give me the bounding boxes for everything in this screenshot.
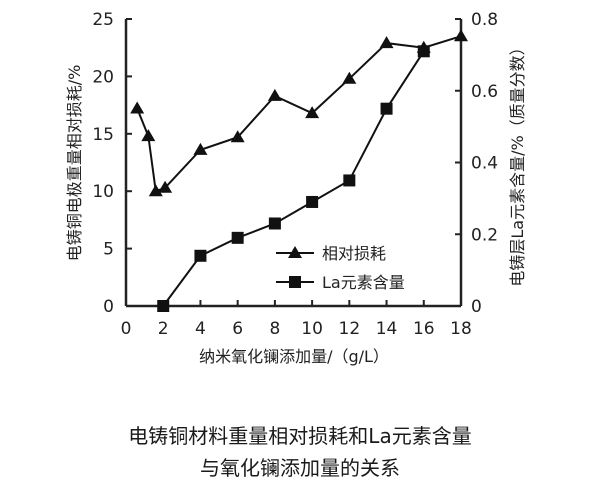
legend-marker-loss (288, 246, 302, 258)
x-tick-label: 2 (158, 319, 169, 339)
series-line-loss (136, 35, 462, 193)
data-point-la (306, 195, 319, 208)
data-point-la (268, 217, 281, 230)
data-point-loss (342, 71, 357, 84)
x-tick-label: 16 (413, 319, 435, 339)
caption-line-2: 与氧化镧添加量的关系 (200, 456, 400, 480)
data-point-loss (148, 184, 163, 197)
x-tick-label: 8 (269, 319, 280, 339)
legend-label-loss: 相对损耗 (322, 244, 386, 263)
caption-line-1: 电铸铜材料重量相对损耗和La元素含量 (128, 424, 472, 448)
data-point-loss (379, 36, 394, 49)
legend: 相对损耗 La元素含量 (276, 244, 405, 292)
data-point-la (343, 174, 356, 187)
data-point-loss (267, 88, 282, 101)
data-point-loss (141, 129, 156, 142)
legend-marker-la (289, 276, 301, 288)
y-right-tick-label: 0.6 (471, 82, 498, 102)
data-point-la (231, 231, 244, 244)
x-tick-label: 14 (376, 319, 398, 339)
data-point-loss (454, 29, 468, 42)
data-point-la (417, 45, 430, 58)
y-right-tick-label: 0.2 (471, 225, 498, 245)
x-tick-label: 6 (232, 319, 243, 339)
x-tick-label: 12 (339, 319, 361, 339)
data-point-la (194, 249, 207, 262)
y-left-tick-label: 10 (92, 182, 114, 202)
y-left-axis-label: 电铸铜电极重量相对损耗/% (65, 65, 84, 262)
legend-label-la: La元素含量 (322, 273, 405, 292)
data-point-la (157, 300, 170, 312)
figure-caption: 电铸铜材料重量相对损耗和La元素含量 与氧化镧添加量的关系 (0, 420, 600, 484)
data-point-la (380, 102, 393, 115)
x-tick-label: 0 (121, 319, 132, 339)
y-left-tick-label: 15 (92, 125, 114, 145)
x-axis-label: 纳米氧化镧添加量/（g/L） (199, 347, 389, 366)
x-tick-label: 4 (195, 319, 206, 339)
x-tick-label: 10 (301, 319, 323, 339)
y-left-tick-label: 20 (92, 67, 114, 87)
y-left-tick-label: 25 (92, 10, 114, 30)
y-left-tick-label: 0 (103, 297, 114, 317)
data-point-loss (230, 130, 245, 143)
data-point-loss (130, 101, 145, 114)
data-point-loss (193, 142, 208, 155)
data-point-loss (305, 106, 320, 119)
y-right-tick-label: 0.8 (471, 10, 498, 30)
y-right-tick-label: 0 (471, 297, 482, 317)
series-line-la (162, 50, 425, 307)
y-left-tick-label: 5 (103, 240, 114, 260)
y-right-tick-label: 0.4 (471, 154, 498, 174)
data-point-loss (158, 180, 173, 193)
y-right-axis-label: 电铸层La元素含量/%（质量分数） (508, 39, 527, 286)
x-tick-label: 18 (450, 319, 472, 339)
